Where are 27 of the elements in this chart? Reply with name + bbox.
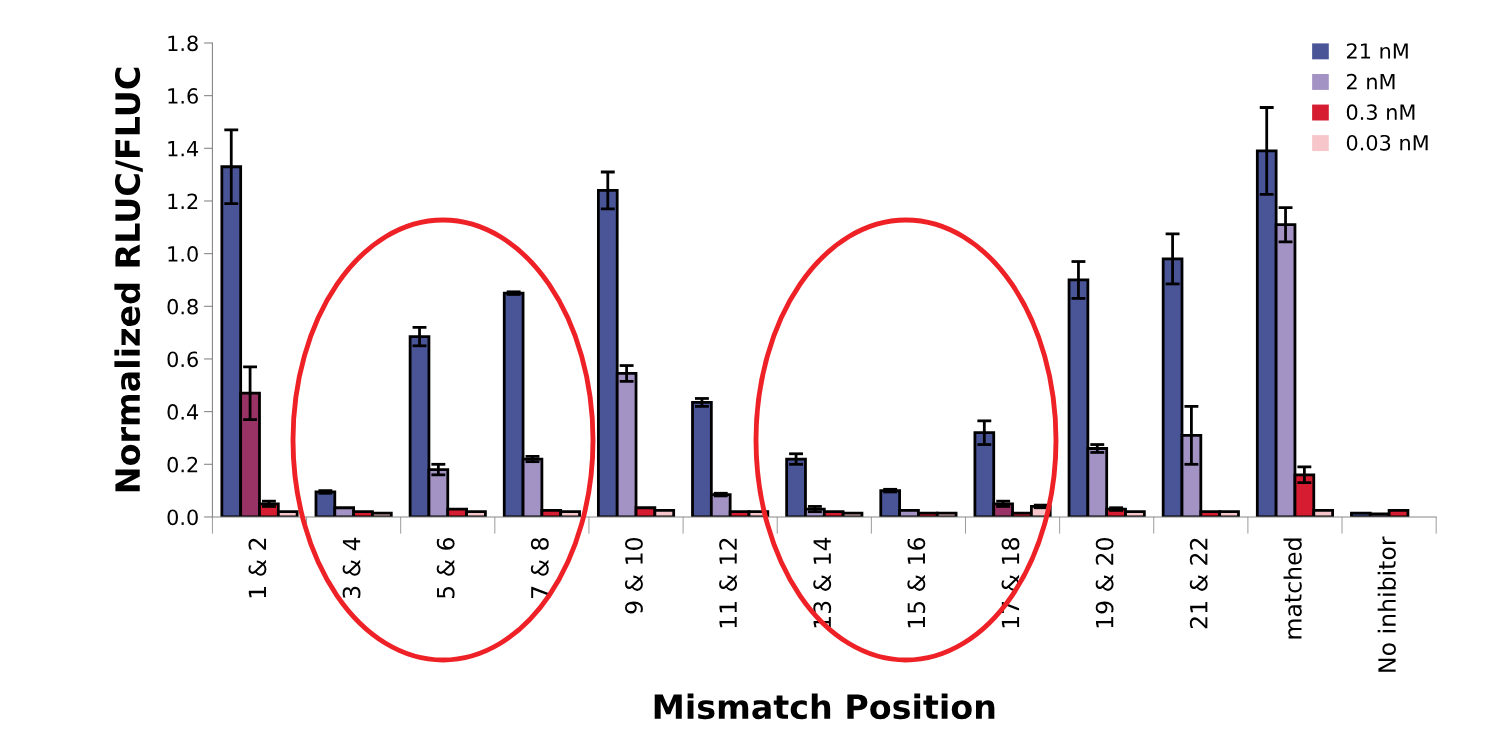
legend-label: 0.3 nM: [1346, 104, 1415, 121]
y-tick-label: 0.2: [167, 456, 198, 473]
y-tick-label: 1.4: [168, 141, 199, 157]
x-tick-label: No inhibitor: [1377, 536, 1396, 672]
x-tick-label: 9 & 10: [625, 537, 643, 614]
x-tick-label: 19 & 20: [1095, 537, 1114, 628]
legend-label: 21 nM: [1346, 43, 1408, 59]
x-tick-label: 21 & 22: [1189, 538, 1208, 629]
x-tick-label: 11 & 12: [719, 538, 738, 628]
x-tick-label: 5 & 6: [436, 537, 455, 599]
y-axis-title: Normalized RLUC/FLUC: [114, 67, 143, 492]
x-tick-label: 15 & 16: [907, 537, 926, 628]
y-tick-label: 0.6: [167, 351, 198, 368]
y-tick-label: 0.0: [167, 509, 198, 526]
y-tick-label: 1.8: [168, 35, 198, 52]
y-tick-label: 1.0: [168, 246, 198, 262]
legend-label: 2 nM: [1346, 73, 1395, 90]
y-tick-label: 0.4: [167, 404, 199, 420]
y-tick-label: 1.6: [168, 88, 198, 104]
x-tick-label: 7 & 8: [530, 538, 549, 598]
y-tick-label: 0.8: [167, 298, 198, 315]
legend-label: 0.03 nM: [1346, 134, 1428, 151]
x-axis-title: Mismatch Position: [654, 693, 995, 720]
y-tick-label: 1.2: [168, 193, 198, 209]
x-tick-label: 3 & 4: [342, 537, 361, 599]
x-tick-label: 1 & 2: [248, 538, 267, 598]
x-tick-label: matched: [1283, 538, 1302, 639]
